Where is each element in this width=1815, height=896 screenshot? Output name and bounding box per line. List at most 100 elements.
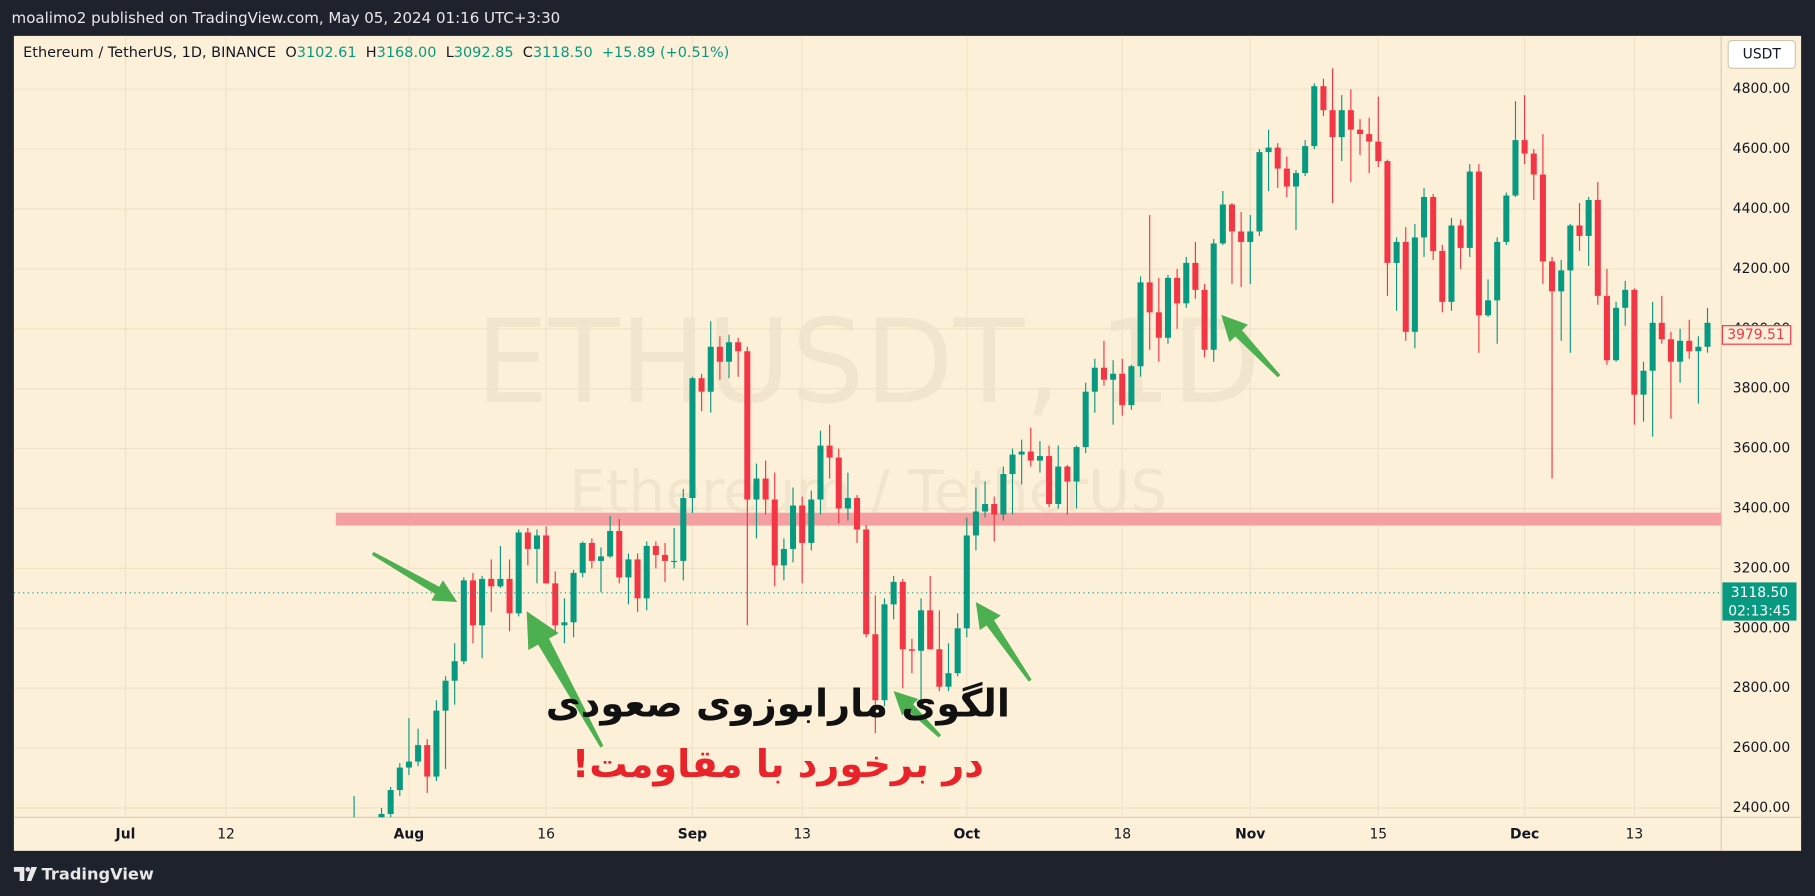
candle-body	[835, 457, 842, 509]
y-tick-label: 2400.00	[1733, 800, 1790, 816]
candle-body	[1100, 367, 1107, 380]
candle-body	[854, 498, 861, 530]
candle-body	[1384, 161, 1391, 263]
candle-body	[707, 346, 714, 392]
y-tick-label: 3800.00	[1733, 381, 1790, 397]
candle-body	[1000, 474, 1007, 515]
candle-body	[1475, 171, 1482, 316]
x-tick-label: Dec	[1510, 827, 1539, 843]
legend-value: 3102.61	[297, 45, 357, 61]
candle-body	[1146, 282, 1153, 313]
candle-body	[908, 649, 915, 651]
candle-body	[1530, 153, 1537, 175]
candle-body	[1686, 340, 1693, 352]
candle-body	[1036, 456, 1043, 461]
candle-body	[1201, 289, 1208, 350]
last-price-box	[1722, 582, 1797, 621]
logo-part	[26, 867, 38, 881]
candle-body	[1320, 86, 1327, 111]
candle-body	[680, 498, 687, 561]
candle-body	[844, 498, 851, 509]
candle-body	[543, 535, 550, 584]
legend-value: 3092.85	[454, 45, 514, 61]
candle-body	[634, 559, 641, 599]
candle-body	[1521, 140, 1528, 154]
candle-body	[963, 535, 970, 629]
legend-key: C	[523, 45, 533, 61]
candle-body	[1174, 277, 1181, 304]
arrow	[1221, 314, 1281, 378]
candle-body	[460, 580, 467, 662]
candle-body	[1347, 110, 1354, 130]
candle-body	[863, 529, 870, 635]
candle-body	[1677, 340, 1684, 362]
candle-body	[945, 673, 952, 687]
candle-body	[1238, 231, 1245, 242]
x-tick-label: 15	[1369, 827, 1387, 843]
brand: TradingView	[42, 865, 154, 884]
candle-body	[1430, 197, 1437, 251]
candle-body	[1027, 451, 1034, 461]
candle-body	[378, 813, 385, 818]
candle-body	[1302, 146, 1309, 174]
candle-body	[762, 478, 769, 500]
candle-body	[790, 505, 797, 549]
pane-bg	[13, 35, 1802, 851]
x-tick-label: Jul	[115, 827, 136, 843]
candle-body	[488, 578, 495, 587]
candle-body	[479, 578, 486, 626]
candle-body	[405, 761, 412, 768]
candle-body	[1082, 391, 1089, 448]
candle-body	[1640, 370, 1647, 395]
y-tick-label: 4800.00	[1733, 81, 1790, 97]
y-tick-label: 4400.00	[1733, 201, 1790, 217]
candle-body	[726, 342, 733, 362]
resistance-zone	[335, 512, 1722, 526]
candle-body	[954, 628, 961, 674]
arrow	[526, 611, 604, 748]
x-tick-label: 18	[1113, 827, 1131, 843]
candle-body	[469, 580, 476, 626]
y-tick-label: 4200.00	[1733, 261, 1790, 277]
candle-body	[1658, 322, 1665, 340]
y-tick-label: 3000.00	[1733, 620, 1790, 636]
candle-body	[387, 790, 394, 814]
candle-body	[570, 572, 577, 623]
candle-body	[1311, 86, 1318, 147]
candle-body	[442, 680, 449, 711]
candle-body	[1667, 339, 1674, 362]
x-tick-label: 16	[537, 827, 555, 843]
logo-part	[13, 867, 25, 881]
marker-price-label: 3979.51	[1727, 327, 1784, 343]
candle-body	[506, 578, 513, 614]
candle-body	[1558, 270, 1565, 292]
x-tick-label: 13	[793, 827, 811, 843]
candle-body	[881, 604, 888, 701]
last-price-label: 3118.50	[1731, 585, 1788, 601]
arrows	[371, 314, 1281, 748]
candle-body	[1110, 373, 1117, 380]
candle-body	[1613, 307, 1620, 361]
y-tick-label: 3200.00	[1733, 560, 1790, 576]
candle-body	[780, 548, 787, 566]
marker-price-box	[1721, 325, 1792, 345]
candle-body	[698, 378, 705, 392]
x-tick-label: Oct	[953, 827, 980, 843]
x-tick-label: 13	[1626, 827, 1644, 843]
candle-body	[424, 745, 431, 777]
candle-body	[744, 351, 751, 500]
currency: USDT	[1743, 46, 1782, 62]
candle-body	[1567, 225, 1574, 271]
candle-body	[918, 610, 925, 651]
candle-body	[451, 661, 458, 681]
candle-body	[1576, 225, 1583, 236]
candle-body	[1494, 241, 1501, 301]
candle-body	[1466, 171, 1473, 248]
candle-body	[982, 504, 989, 512]
candle-body	[1695, 346, 1702, 352]
candle-body	[1457, 225, 1464, 248]
candle-body	[817, 445, 824, 500]
candle-body	[1283, 168, 1290, 187]
